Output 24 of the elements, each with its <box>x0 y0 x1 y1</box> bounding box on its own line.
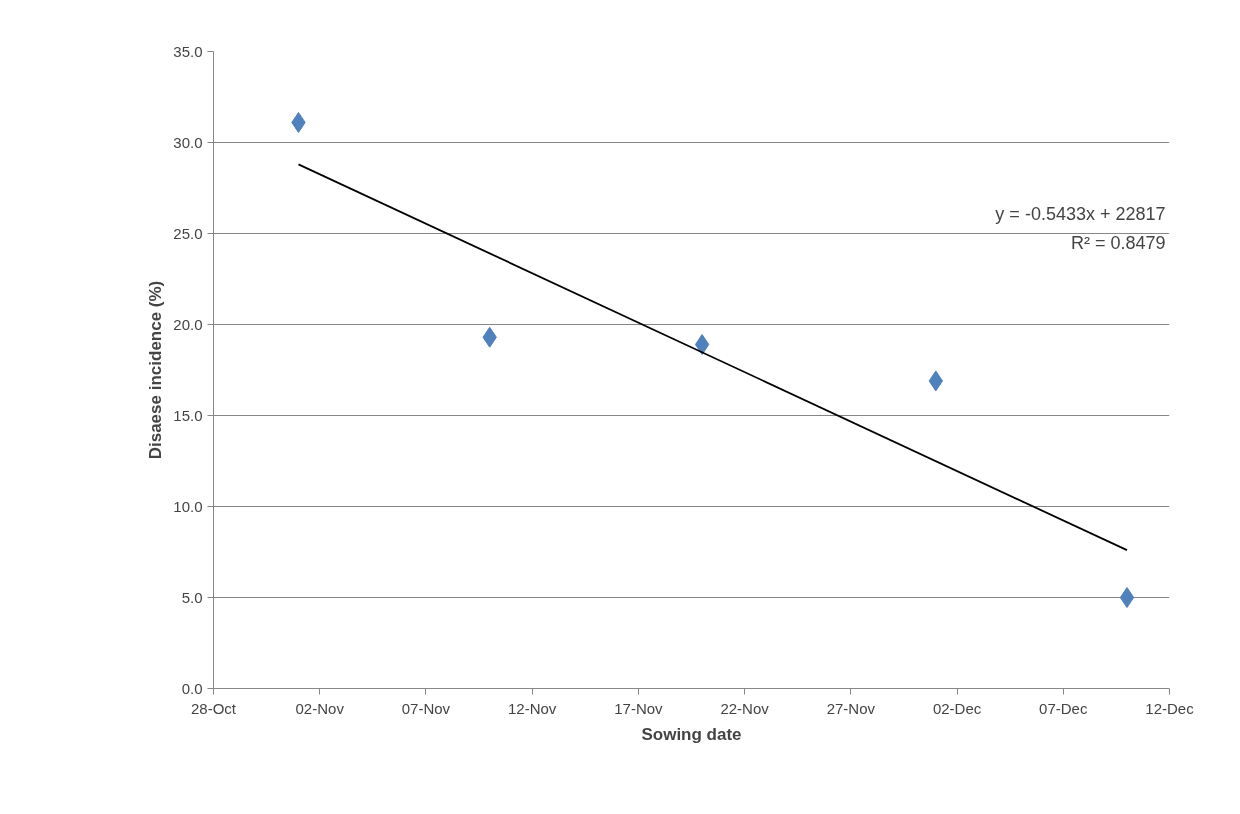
x-tick-label: 02-Nov <box>295 699 345 717</box>
x-tick-label: 07-Nov <box>401 699 451 717</box>
y-tick-label: 30.0 <box>173 133 203 151</box>
y-tick-label: 20.0 <box>173 315 203 333</box>
y-tick-label: 5.0 <box>181 588 203 606</box>
y-tick-label: 25.0 <box>173 224 203 242</box>
x-tick-label: 27-Nov <box>826 699 876 717</box>
y-axis-title: Disaese incidence (%) <box>146 280 166 460</box>
x-tick-label: 12-Nov <box>507 699 557 717</box>
annotation: y = -0.5433x + 22817 <box>995 203 1166 224</box>
y-tick-label: 10.0 <box>173 497 203 515</box>
y-tick-label: 15.0 <box>173 406 203 424</box>
annotation: R² = 0.8479 <box>1070 232 1166 253</box>
x-tick-label: 22-Nov <box>720 699 770 717</box>
x-tick-label: 28-Oct <box>190 699 237 717</box>
point <box>1119 587 1135 608</box>
y-tick-label: 0.0 <box>181 679 203 697</box>
x-tick-label: 12-Dec <box>1145 699 1195 717</box>
point <box>694 334 710 356</box>
x-tick-label: 07-Dec <box>1039 699 1088 717</box>
x-tick-label: 02-Dec <box>932 699 982 717</box>
x-axis-title: Sowing date <box>641 724 742 744</box>
x-tick-label: 17-Nov <box>614 699 664 717</box>
y-tick-label: 35.0 <box>173 42 203 60</box>
